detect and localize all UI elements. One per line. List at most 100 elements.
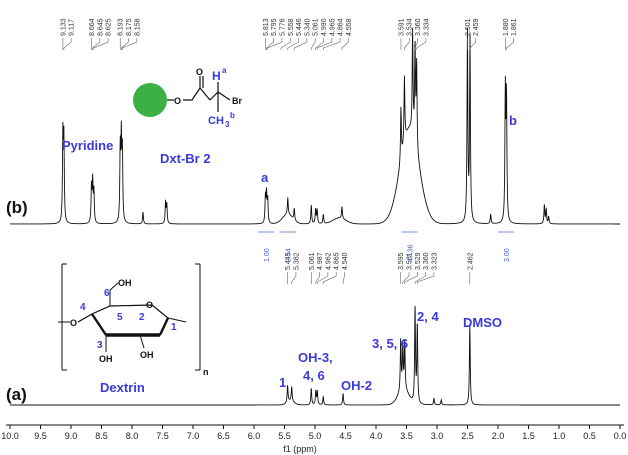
peak-labels: 9.133 9.117 8.664 8.645 8.625 8.193 8.175 8.158…	[60, 18, 518, 284]
peak-label-text: 4.987	[317, 252, 324, 270]
peak-label-text: 5.340	[304, 18, 311, 36]
peak-label-text: 8.625	[106, 18, 113, 36]
integral: 2.54	[279, 231, 296, 262]
x-axis-title: f1 (ppm)	[283, 444, 317, 454]
peak-label-text: 1.880	[503, 18, 510, 36]
structure-dextrin: n O O OH OH OH 4 6 5 3 2 1 Dextrin	[58, 263, 209, 395]
peak-leader	[315, 38, 324, 50]
label-oh34-line1: OH-3,	[298, 350, 333, 365]
peak-label-text: 5.795	[271, 18, 278, 36]
peak-label-text: 3.529	[415, 252, 422, 270]
peak-label: 2.501	[465, 18, 472, 50]
peak-label: 3.360	[414, 18, 422, 50]
peak-label-text: 8.175	[126, 18, 133, 36]
peak-label: 5.795	[266, 18, 278, 50]
repeat-n: n	[203, 367, 209, 377]
peak-label: 5.061	[310, 18, 320, 50]
peak-leader	[322, 38, 341, 50]
peak-label-text: 5.558	[288, 18, 295, 36]
peak-label-text: 8.645	[97, 18, 104, 36]
carbonyl-oxygen: O	[196, 67, 203, 77]
peak-label: 3.561	[402, 252, 414, 284]
label-a: a	[261, 170, 269, 185]
peak-leader	[310, 38, 316, 50]
x-tick-label: 1.5	[522, 431, 535, 441]
peak-label-text: 3.360	[415, 18, 422, 36]
x-tick-label: 3.0	[431, 431, 444, 441]
spectrum-line-a	[10, 305, 620, 406]
peak-leader	[266, 38, 275, 50]
peak-label: 5.340	[293, 18, 311, 50]
peak-label: 5.776	[267, 18, 287, 50]
x-tick-label: 6.5	[217, 431, 230, 441]
methyl-group: CH	[208, 115, 224, 127]
peak-label-text: 2.501	[465, 18, 472, 36]
peak-label-text: 2.459	[473, 18, 480, 36]
peak-leader	[315, 272, 320, 284]
peak-leader	[404, 272, 418, 284]
peak-leader	[322, 272, 337, 284]
x-tick-label: 5.5	[278, 431, 291, 441]
methyl-superscript: b	[230, 111, 235, 120]
peak-label: 2.462	[467, 252, 474, 284]
peak-label-text: 2.462	[467, 252, 474, 270]
integrals: 1.00 2.54 47.36 3.00	[258, 231, 514, 262]
peak-leader	[469, 38, 477, 50]
peak-label: 4.864	[322, 18, 345, 50]
peak-label: 3.534	[404, 18, 414, 50]
peak-label: 5.382	[291, 252, 300, 284]
peak-leader	[267, 38, 283, 50]
peak-leader	[506, 38, 514, 50]
peak-leader	[342, 272, 345, 284]
peak-label: 3.360	[414, 252, 430, 284]
x-tick-label: 4.5	[339, 431, 352, 441]
peak-label: 4.965	[316, 18, 336, 50]
integral-value: 2.54	[286, 248, 293, 262]
h-a-superscript: a	[222, 66, 227, 75]
peak-label-text: 4.965	[329, 18, 336, 36]
peak-label: 3.591	[398, 18, 405, 50]
peak-leader	[316, 38, 333, 50]
peak-label: 4.990	[315, 18, 328, 50]
x-tick-label: 6.0	[248, 431, 261, 441]
label-dxt-br: Dxt-Br 2	[160, 151, 211, 166]
peak-label: 4.865	[322, 252, 341, 284]
peak-label: 8.664	[89, 18, 96, 50]
bromine-atom: Br	[232, 96, 242, 106]
h-a-atom: H	[212, 69, 221, 83]
peak-label-text: 3.323	[431, 252, 438, 270]
x-tick-label: 4.0	[370, 431, 383, 441]
label-oh2: OH-2	[341, 378, 372, 393]
integral: 1.00	[258, 231, 275, 262]
peak-leader	[416, 272, 435, 284]
peak-label-text: 5.813	[263, 18, 270, 36]
peak-label-text: 3.591	[398, 18, 405, 36]
peak-label-text: 5.776	[280, 18, 287, 36]
peak-label-text: 3.595	[398, 252, 405, 270]
peak-label-text: 4.558	[346, 18, 353, 36]
peak-label: 3.323	[416, 252, 438, 284]
peak-label-text: 4.962	[325, 252, 332, 270]
x-tick-label: 2.5	[461, 431, 474, 441]
peak-label: 3.529	[404, 252, 422, 284]
peak-leader	[416, 38, 427, 50]
peak-leader	[414, 272, 426, 284]
x-tick-label: 0.0	[614, 431, 627, 441]
label-dmso: DMSO	[463, 315, 502, 330]
peak-label-text: 3.360	[423, 252, 430, 270]
peak-label-text: 5.449	[285, 252, 292, 270]
peak-label: 8.645	[92, 18, 104, 50]
oh-3: OH	[99, 354, 113, 364]
label-h356: 3, 5, 6	[372, 336, 408, 351]
label-oh34-line2: 4, 6	[303, 368, 325, 383]
x-tick-label: 7.5	[156, 431, 169, 441]
pos-3: 3	[97, 340, 103, 351]
peak-leader	[280, 38, 291, 50]
peak-label-text: 5.446	[296, 18, 303, 36]
integral-value: 47.36	[408, 244, 415, 262]
label-h1: 1	[279, 375, 286, 390]
oh-2: OH	[140, 350, 154, 360]
label-h24: 2, 4	[417, 309, 439, 324]
peak-label-text: 8.158	[134, 18, 141, 36]
pos-4: 4	[80, 302, 86, 313]
